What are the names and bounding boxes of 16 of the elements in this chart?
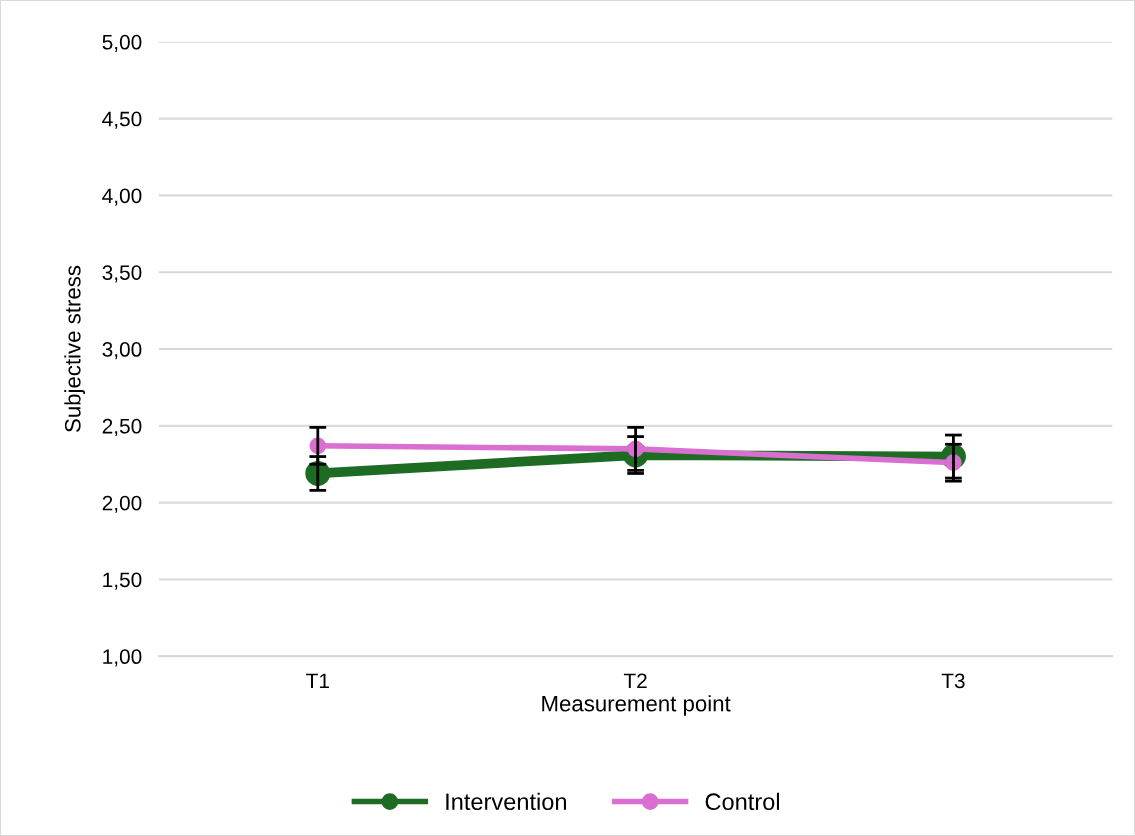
x-tick-label: T3	[941, 673, 965, 689]
x-axis-title: Measurement point	[542, 695, 731, 716]
x-tick-label: T1	[306, 673, 329, 689]
y-tick-label: 2,00	[102, 495, 142, 513]
y-tick-label: 1,00	[103, 649, 142, 667]
x-tick-label: T2	[623, 673, 647, 689]
y-tick-label: 4,50	[102, 111, 142, 129]
legend-label: Control	[705, 792, 779, 811]
legend-label: Intervention	[446, 792, 566, 811]
y-tick-label: 1,50	[103, 572, 142, 590]
y-tick-label: 5,00	[102, 34, 142, 53]
y-tick-label: 3,00	[102, 342, 142, 360]
y-tick-label: 4,00	[102, 188, 142, 206]
y-axis-title: Subjective stress	[64, 265, 86, 432]
y-tick-label: 3,50	[102, 265, 142, 283]
y-tick-label: 2,50	[102, 418, 142, 437]
